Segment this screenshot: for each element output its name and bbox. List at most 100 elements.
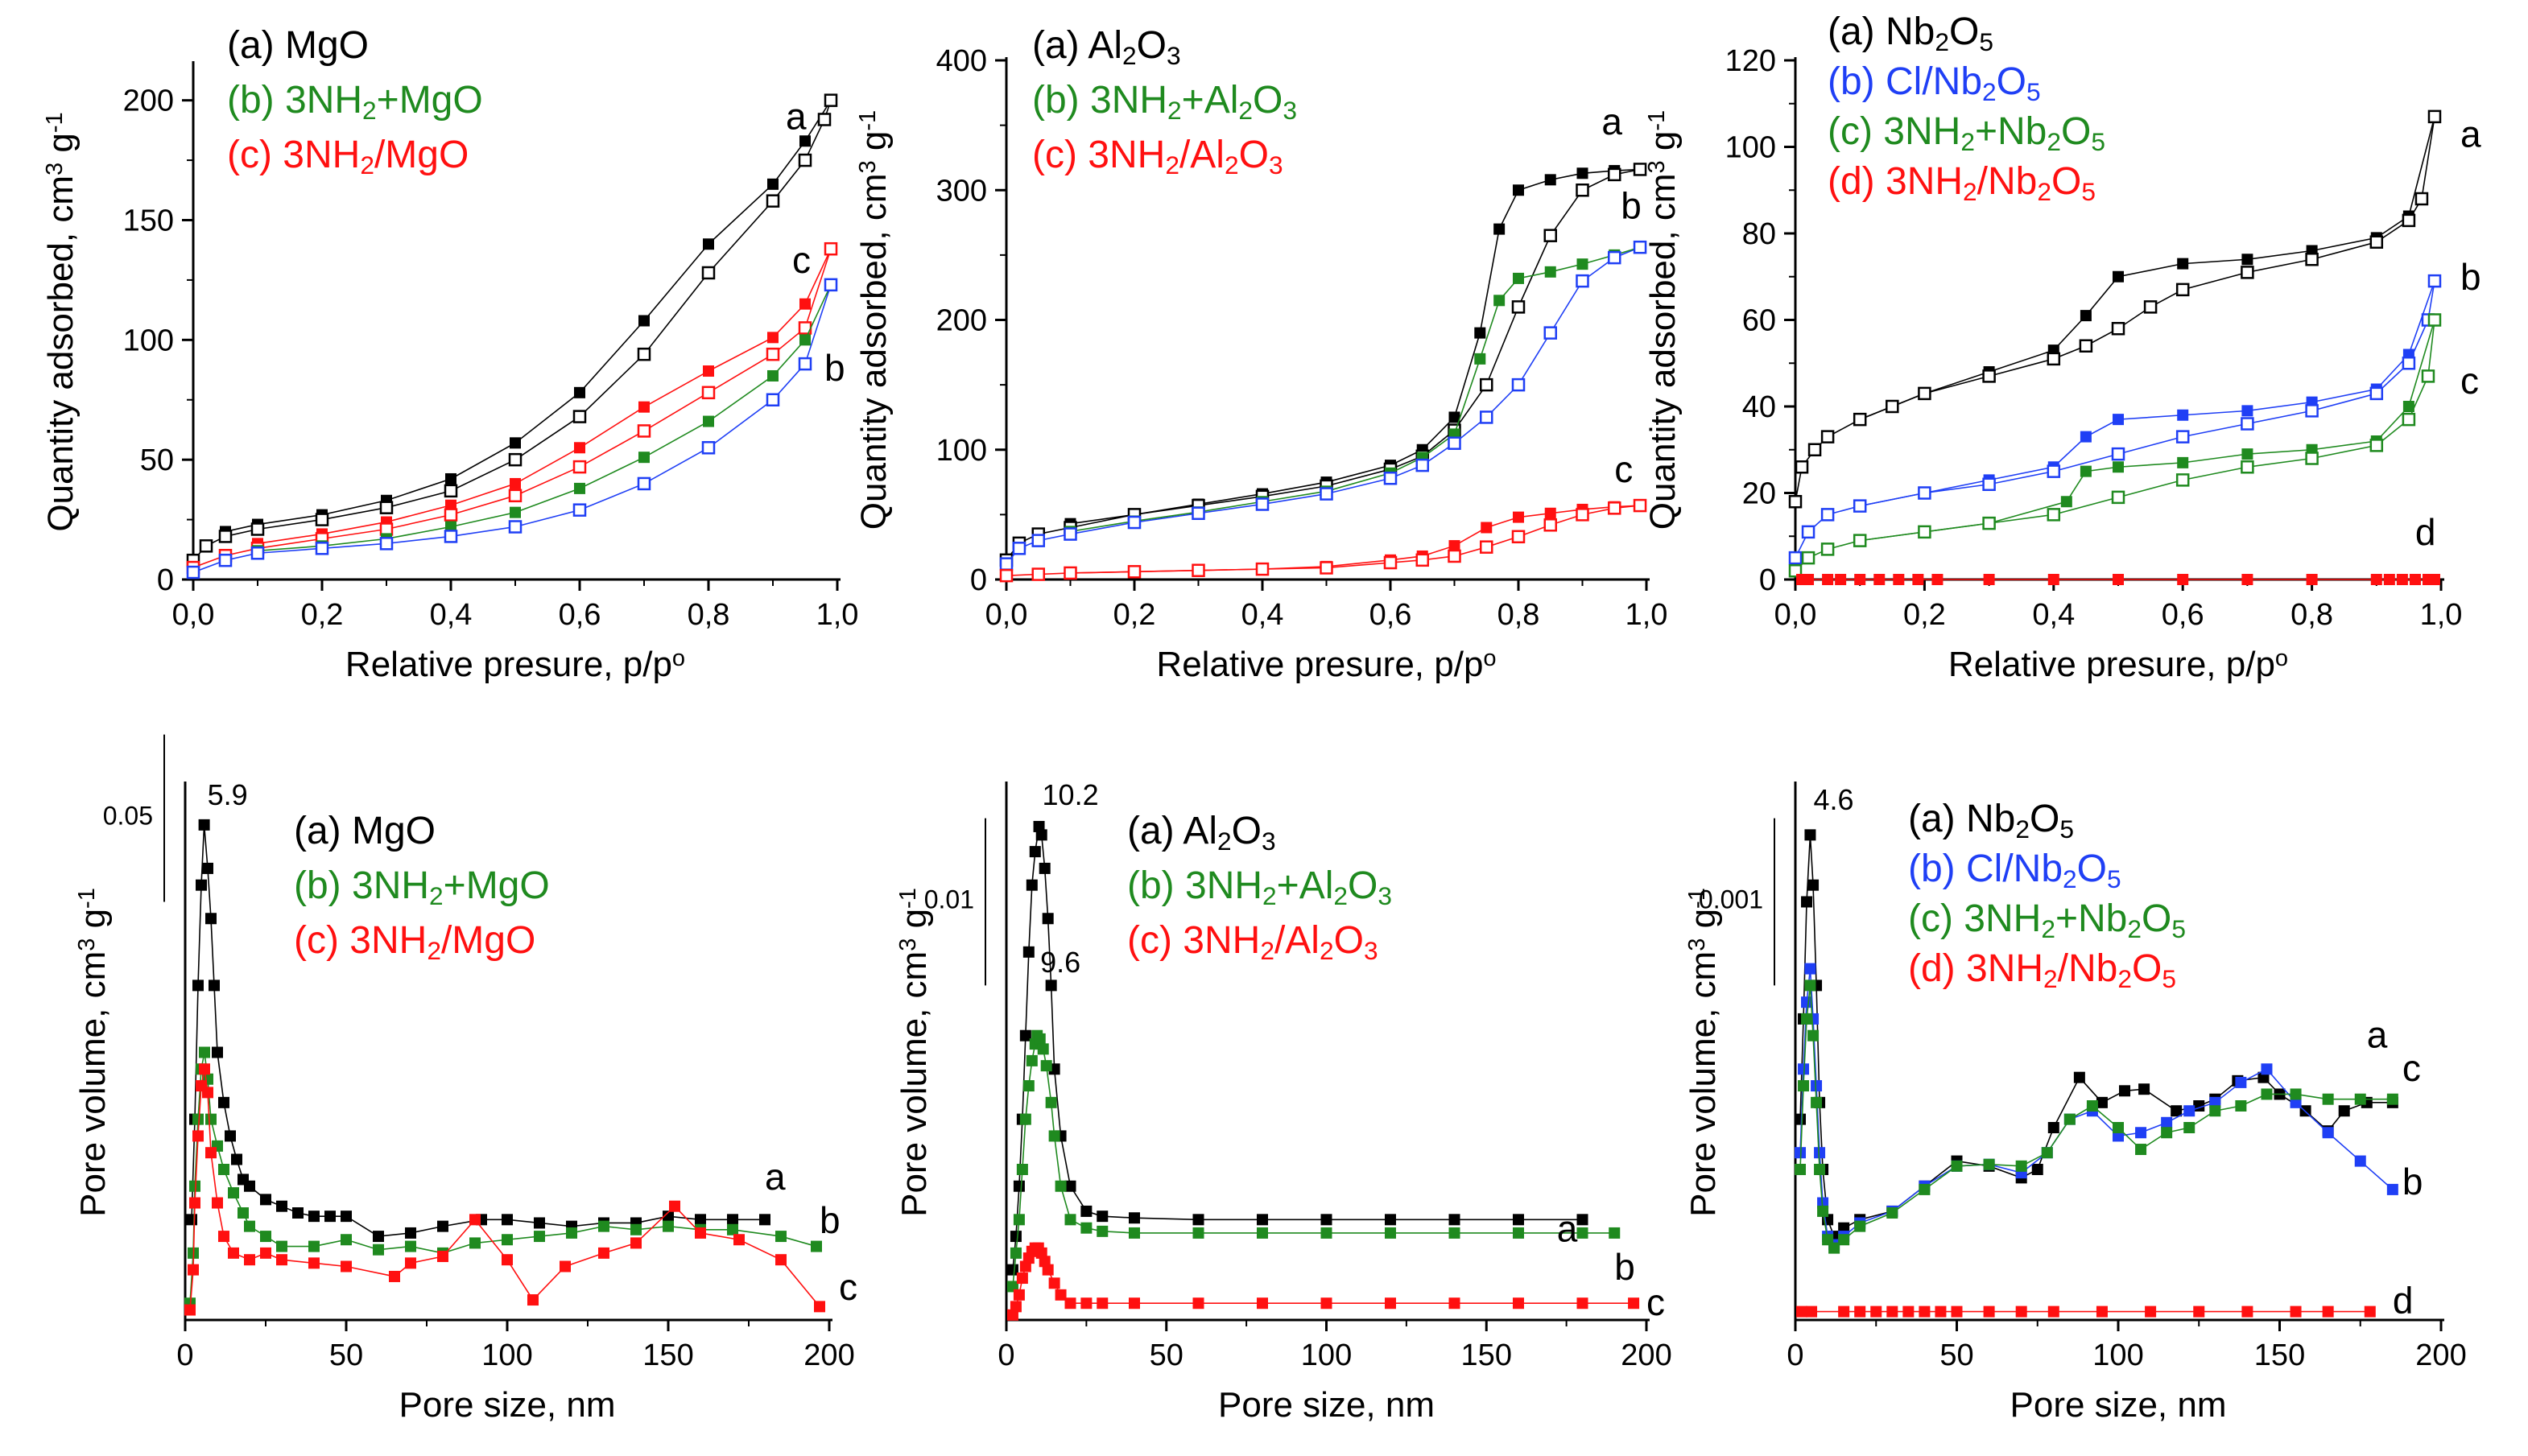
data-point-ads-a <box>2305 253 2319 266</box>
data-point-ads-a <box>2402 213 2416 228</box>
data-point-d <box>1838 1305 1850 1318</box>
data-point-b <box>1576 1227 1588 1239</box>
data-point-c <box>202 1087 213 1099</box>
data-point-c <box>192 1130 204 1142</box>
data-point-ads-b <box>766 393 780 406</box>
data-point-c <box>1628 1297 1640 1310</box>
data-point-c <box>598 1247 609 1259</box>
data-point-des-c <box>2060 496 2072 508</box>
data-point-des-c <box>1481 522 1493 534</box>
data-point-b <box>199 1046 210 1058</box>
data-point-a <box>1010 1231 1022 1243</box>
data-point-c <box>260 1247 271 1259</box>
data-point-des-b <box>2113 414 2124 426</box>
data-point-des-a <box>2177 258 2189 270</box>
data-point-d <box>1902 1305 1915 1318</box>
data-point-ads-c <box>2241 460 2254 474</box>
data-point-ads-a <box>315 513 329 526</box>
data-point-d <box>1870 1305 1882 1318</box>
data-point-ads-a <box>824 93 838 107</box>
data-point-d <box>2290 1305 2302 1318</box>
scale-bar-label: 0.05 <box>103 802 153 831</box>
data-point-ads-b <box>1608 250 1621 265</box>
data-point-a <box>437 1220 448 1232</box>
data-point-ads-c <box>1511 530 1526 544</box>
y-tick-label: 80 <box>1742 217 1776 251</box>
series-line-des-b <box>1070 246 1641 533</box>
data-point-ads-d <box>1803 574 1815 585</box>
data-point-c <box>1811 1096 1823 1108</box>
data-point-a <box>292 1207 304 1219</box>
y-tick-label: 40 <box>1742 390 1776 424</box>
y-axis-title: Quantity adsorbed, cm3 g-1 <box>1643 110 1683 530</box>
data-point-c <box>205 1147 217 1159</box>
peak-label: 5.9 <box>208 778 248 811</box>
data-point-des-a <box>1513 184 1524 196</box>
data-point-ads-d <box>1983 574 1995 585</box>
data-point-a <box>1807 879 1820 891</box>
data-point-ads-a <box>2369 235 2384 249</box>
data-point-d <box>1951 1305 1963 1318</box>
series-line-ads-c <box>1795 320 2435 571</box>
data-point-ads-a <box>2427 109 2442 124</box>
data-point-des-a <box>2113 270 2124 283</box>
legend-entry: (a) Nb2O5 <box>1908 798 2074 843</box>
x-tick-label: 150 <box>642 1338 693 1372</box>
data-point-b <box>727 1223 738 1235</box>
y-tick-label: 100 <box>1725 131 1776 165</box>
data-point-c <box>733 1234 745 1246</box>
data-point-ads-b <box>218 553 233 567</box>
data-point-c <box>1320 1297 1332 1310</box>
data-point-ads-b <box>1853 499 1867 513</box>
data-point-b <box>308 1240 320 1252</box>
legend-entry: (b) Cl/Nb2O5 <box>1828 60 2041 106</box>
data-point-b <box>1013 1214 1025 1226</box>
x-tick-label: 0,4 <box>2032 598 2075 632</box>
data-point-b <box>598 1220 609 1232</box>
data-point-des-b <box>2080 431 2092 443</box>
data-point-b <box>1801 996 1813 1008</box>
data-point-b <box>1609 1227 1621 1239</box>
data-point-ads-b <box>1320 487 1333 501</box>
data-point-d <box>2096 1305 2108 1318</box>
data-point-d <box>1886 1305 1898 1318</box>
y-axis-title: Pore volume, cm3 g-1 <box>73 888 113 1217</box>
data-point-c <box>1048 1277 1060 1289</box>
data-point-b <box>1795 1147 1807 1159</box>
data-point-b <box>1010 1247 1022 1259</box>
y-tick-label: 20 <box>1742 477 1776 511</box>
data-point-ads-c <box>2427 313 2442 327</box>
series-line-des-c <box>1860 320 2435 542</box>
peak-label: 9.6 <box>1040 946 1080 979</box>
legend-entry: (b) 3NH2+MgO <box>294 864 550 910</box>
data-point-ads-b <box>508 520 523 534</box>
x-axis-title: Pore size, nm <box>399 1385 616 1425</box>
data-point-ads-a <box>2079 339 2093 353</box>
data-point-ads-c <box>2305 452 2319 465</box>
data-point-ads-c <box>1415 553 1429 567</box>
data-point-c <box>1097 1297 1109 1310</box>
data-point-des-c <box>2113 461 2124 473</box>
legend-entry: (c) 3NH2/MgO <box>294 919 535 965</box>
data-point-c <box>2290 1088 2302 1100</box>
curve-label-a: a <box>1557 1207 1578 1249</box>
data-point-des-c <box>2241 448 2253 460</box>
data-point-des-c <box>1513 511 1524 523</box>
data-point-des-c <box>2080 465 2092 477</box>
data-point-a <box>1080 1205 1093 1217</box>
data-point-ads-b <box>1383 471 1398 485</box>
data-point-c <box>1854 1220 1866 1232</box>
data-point-a <box>1064 1180 1076 1192</box>
data-point-ads-b <box>444 530 458 543</box>
data-point-c <box>2209 1105 2221 1117</box>
data-point-b <box>1022 1080 1035 1092</box>
legend-entry: (c) 3NH2+Nb2O5 <box>1828 110 2105 156</box>
x-axis-title: Relative presure, p/po <box>1156 645 1496 684</box>
data-point-a <box>2047 1122 2059 1134</box>
data-point-ads-c <box>1633 498 1647 513</box>
x-tick-label: 0,0 <box>1774 598 1817 632</box>
data-point-c <box>405 1257 416 1269</box>
data-point-ads-b <box>2305 404 2319 418</box>
data-point-c <box>218 1231 229 1243</box>
